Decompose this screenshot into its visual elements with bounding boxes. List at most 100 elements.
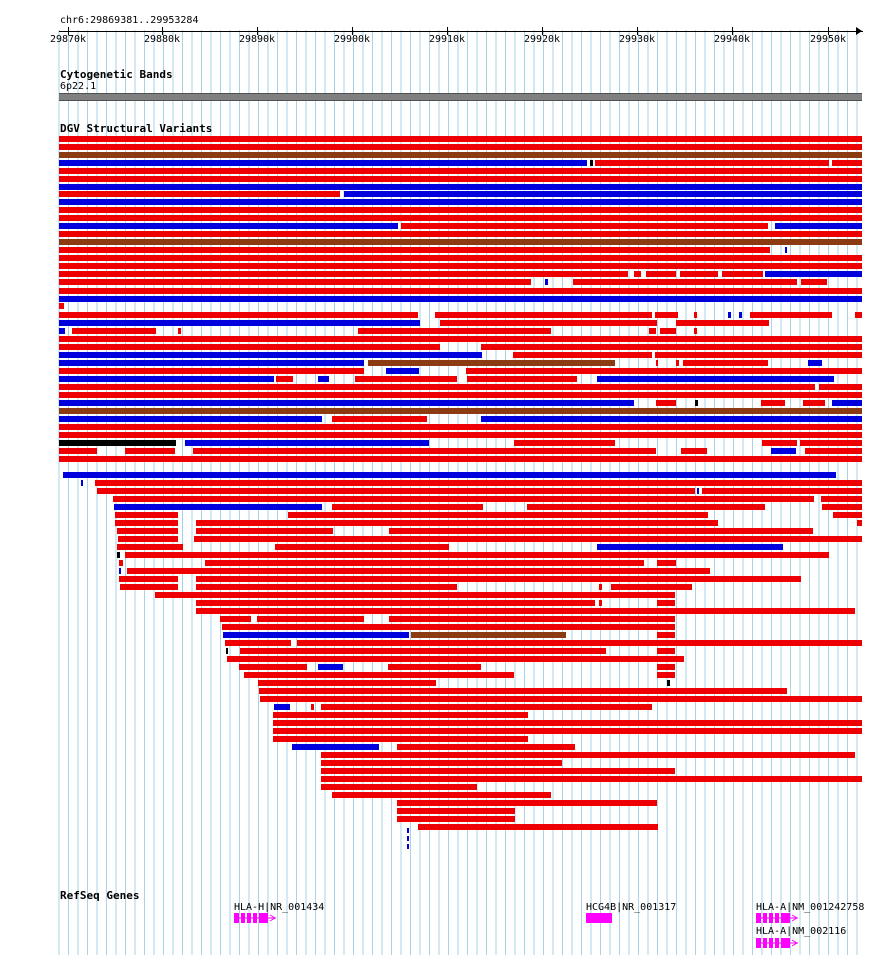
structural-variant-feature[interactable] — [805, 448, 862, 454]
structural-variant-feature[interactable] — [667, 680, 670, 686]
structural-variant-feature[interactable] — [59, 400, 634, 406]
structural-variant-feature[interactable] — [196, 576, 657, 582]
structural-variant-feature[interactable] — [220, 616, 251, 622]
structural-variant-feature[interactable] — [573, 279, 797, 285]
structural-variant-feature[interactable] — [657, 648, 675, 654]
structural-variant-feature[interactable] — [118, 536, 178, 542]
structural-variant-feature[interactable] — [59, 360, 364, 366]
structural-variant-feature[interactable] — [771, 448, 796, 454]
structural-variant-feature[interactable] — [193, 448, 656, 454]
structural-variant-feature[interactable] — [832, 160, 862, 166]
structural-variant-feature[interactable] — [273, 720, 862, 726]
structural-variant-feature[interactable] — [321, 768, 675, 774]
structural-variant-feature[interactable] — [599, 600, 602, 606]
structural-variant-feature[interactable] — [765, 271, 862, 277]
structural-variant-feature[interactable] — [117, 552, 120, 558]
structural-variant-feature[interactable] — [59, 255, 862, 261]
structural-variant-feature[interactable] — [822, 504, 862, 510]
structural-variant-feature[interactable] — [59, 303, 64, 309]
structural-variant-feature[interactable] — [59, 416, 322, 422]
gene-label-hcg4b[interactable]: HCG4B|NR_001317 — [586, 902, 677, 913]
structural-variant-feature[interactable] — [397, 744, 575, 750]
structural-variant-feature[interactable] — [59, 207, 862, 213]
structural-variant-feature[interactable] — [59, 176, 862, 182]
structural-variant-feature[interactable] — [127, 568, 710, 574]
structural-variant-feature[interactable] — [115, 520, 178, 526]
structural-variant-feature[interactable] — [599, 584, 602, 590]
structural-variant-feature[interactable] — [833, 512, 862, 518]
structural-variant-feature[interactable] — [514, 440, 615, 446]
structural-variant-feature[interactable] — [205, 560, 644, 566]
structural-variant-feature[interactable] — [695, 400, 698, 406]
structural-variant-feature[interactable] — [125, 448, 175, 454]
structural-variant-feature[interactable] — [389, 528, 813, 534]
structural-variant-feature[interactable] — [597, 544, 783, 550]
structural-variant-feature[interactable] — [855, 312, 862, 318]
structural-variant-feature[interactable] — [59, 320, 420, 326]
structural-variant-feature[interactable] — [657, 600, 675, 606]
structural-variant-feature[interactable] — [694, 312, 697, 318]
structural-variant-feature[interactable] — [722, 271, 763, 277]
structural-variant-feature[interactable] — [411, 632, 566, 638]
structural-variant-feature[interactable] — [119, 568, 121, 574]
structural-variant-feature[interactable] — [59, 144, 862, 150]
gene-label-hla-a-2[interactable]: HLA-A|NM_002116 — [756, 926, 847, 937]
structural-variant-feature[interactable] — [655, 312, 678, 318]
structural-variant-feature[interactable] — [355, 376, 457, 382]
structural-variant-feature[interactable] — [59, 160, 587, 166]
structural-variant-feature[interactable] — [681, 448, 707, 454]
structural-variant-feature[interactable] — [762, 440, 797, 446]
structural-variant-feature[interactable] — [467, 376, 577, 382]
structural-variant-feature[interactable] — [196, 608, 855, 614]
structural-variant-feature[interactable] — [59, 352, 482, 358]
structural-variant-feature[interactable] — [545, 279, 548, 285]
structural-variant-feature[interactable] — [257, 616, 364, 622]
structural-variant-feature[interactable] — [59, 136, 862, 142]
structural-variant-feature[interactable] — [59, 408, 862, 414]
structural-variant-feature[interactable] — [222, 624, 675, 630]
structural-variant-feature[interactable] — [321, 704, 652, 710]
structural-variant-feature[interactable] — [59, 384, 815, 390]
structural-variant-feature[interactable] — [273, 712, 528, 718]
structural-variant-feature[interactable] — [81, 480, 83, 486]
structural-variant-feature[interactable] — [397, 808, 515, 814]
structural-variant-feature[interactable] — [655, 352, 862, 358]
structural-variant-feature[interactable] — [775, 223, 862, 229]
structural-variant-feature[interactable] — [611, 584, 692, 590]
structural-variant-feature[interactable] — [273, 728, 862, 734]
gene-glyph-hla-a-2[interactable] — [756, 938, 806, 948]
structural-variant-feature[interactable] — [72, 328, 156, 334]
structural-variant-feature[interactable] — [660, 328, 676, 334]
structural-variant-feature[interactable] — [481, 416, 862, 422]
structural-variant-feature[interactable] — [59, 152, 862, 158]
structural-variant-feature[interactable] — [288, 512, 708, 518]
gene-label-hla-a-1[interactable]: HLA-A|NM_001242758 — [756, 902, 865, 913]
structural-variant-feature[interactable] — [240, 648, 606, 654]
structural-variant-feature[interactable] — [750, 312, 832, 318]
structural-variant-feature[interactable] — [646, 271, 676, 277]
structural-variant-feature[interactable] — [59, 440, 176, 446]
structural-variant-feature[interactable] — [239, 664, 307, 670]
gene-glyph-hla-a-1[interactable] — [756, 913, 806, 923]
structural-variant-feature[interactable] — [196, 520, 718, 526]
structural-variant-feature[interactable] — [178, 328, 181, 334]
structural-variant-feature[interactable] — [113, 496, 814, 502]
structural-variant-feature[interactable] — [196, 600, 595, 606]
structural-variant-feature[interactable] — [260, 696, 862, 702]
structural-variant-feature[interactable] — [407, 836, 409, 841]
structural-variant-feature[interactable] — [185, 440, 429, 446]
structural-variant-feature[interactable] — [321, 776, 862, 782]
structural-variant-feature[interactable] — [114, 504, 322, 510]
structural-variant-feature[interactable] — [59, 456, 862, 462]
structural-variant-feature[interactable] — [273, 736, 528, 742]
structural-variant-feature[interactable] — [119, 576, 178, 582]
structural-variant-feature[interactable] — [311, 704, 314, 710]
structural-variant-feature[interactable] — [803, 400, 825, 406]
structural-variant-feature[interactable] — [702, 488, 862, 494]
structural-variant-feature[interactable] — [115, 512, 178, 518]
structural-variant-feature[interactable] — [761, 400, 785, 406]
structural-variant-feature[interactable] — [332, 792, 551, 798]
structural-variant-feature[interactable] — [358, 328, 551, 334]
gene-label-hla-h[interactable]: HLA-H|NR_001434 — [234, 902, 325, 913]
structural-variant-feature[interactable] — [656, 400, 676, 406]
